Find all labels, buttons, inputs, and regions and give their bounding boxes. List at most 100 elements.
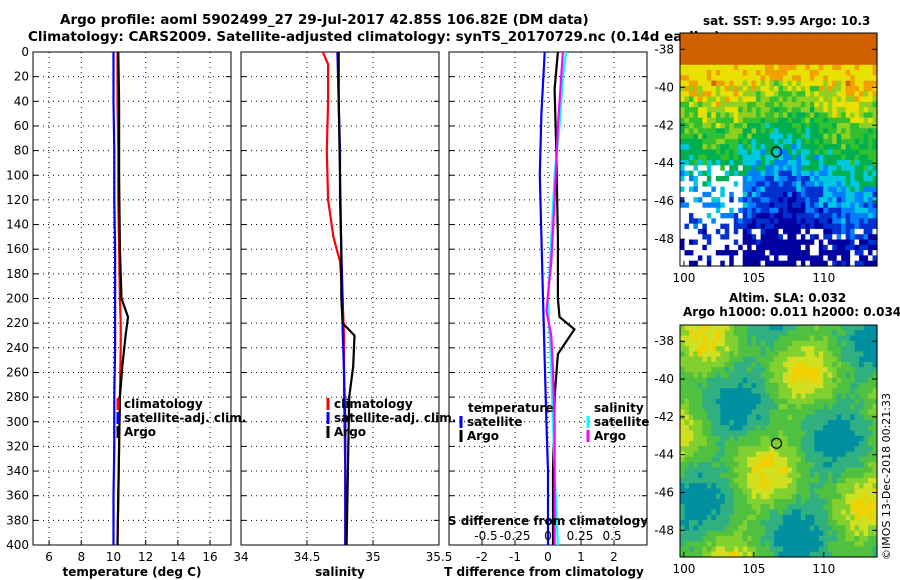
map-cell xyxy=(729,377,735,384)
map-cell xyxy=(751,138,757,145)
map-cell xyxy=(724,75,730,82)
map-cell xyxy=(836,435,842,442)
map-cell xyxy=(693,393,699,400)
map-cell xyxy=(872,409,878,416)
map-cell xyxy=(836,430,842,437)
map-cell xyxy=(756,133,762,140)
map-cell xyxy=(760,441,766,447)
map-cell xyxy=(836,170,842,177)
map-cell xyxy=(809,43,815,50)
map-cell xyxy=(832,128,838,135)
map-cell xyxy=(697,441,703,447)
map-cell xyxy=(832,414,838,421)
map-cell xyxy=(720,70,726,76)
map-cell xyxy=(711,123,717,129)
map-cell xyxy=(872,472,878,479)
map-cell xyxy=(778,430,784,437)
sla-map-title-2: Argo h1000: 0.011 h2000: 0.034 xyxy=(683,305,900,319)
map-cell xyxy=(738,91,744,98)
map-cell xyxy=(715,234,721,241)
map-cell xyxy=(680,325,686,331)
map-cell xyxy=(769,467,775,474)
map-cell xyxy=(738,372,744,379)
map-cell xyxy=(800,367,806,374)
map-cell xyxy=(782,128,789,135)
map-cell xyxy=(818,514,824,521)
map-cell xyxy=(850,330,856,337)
map-cell xyxy=(724,234,730,241)
map-cell xyxy=(809,64,815,71)
lon-tick-label: 110 xyxy=(812,271,835,285)
map-cell xyxy=(850,170,856,177)
map-cell xyxy=(787,377,793,384)
x-tick-label: 10 xyxy=(106,550,121,564)
map-cell xyxy=(782,54,789,61)
map-cell xyxy=(859,250,865,257)
map-cell xyxy=(841,149,847,156)
map-cell xyxy=(841,260,847,267)
map-cell xyxy=(850,477,856,484)
map-cell xyxy=(805,388,811,395)
map-cell xyxy=(715,170,721,177)
map-cell xyxy=(845,330,851,337)
map-cell xyxy=(868,541,874,548)
map-cell xyxy=(845,175,851,182)
map-cell xyxy=(697,38,703,45)
map-cell xyxy=(706,260,712,267)
map-cell xyxy=(756,123,762,129)
x-tick-label: -1 xyxy=(509,550,521,564)
map-cell xyxy=(796,244,802,251)
map-cell xyxy=(684,356,690,363)
map-cell xyxy=(747,96,753,103)
map-cell xyxy=(751,101,757,108)
map-cell xyxy=(747,133,753,140)
map-cell xyxy=(684,330,690,337)
map-cell xyxy=(724,101,730,108)
map-cell xyxy=(832,133,838,140)
map-cell xyxy=(711,223,717,230)
map-cell xyxy=(756,191,762,198)
map-cell xyxy=(809,477,815,484)
map-cell xyxy=(791,133,798,140)
map-cell xyxy=(868,250,874,257)
map-cell xyxy=(765,144,771,151)
map-cell xyxy=(688,535,695,542)
map-cell xyxy=(809,70,815,76)
map-cell xyxy=(702,414,708,421)
map-cell xyxy=(715,456,721,463)
map-cell xyxy=(845,383,851,389)
map-cell xyxy=(863,255,869,262)
map-cell xyxy=(863,530,869,537)
map-cell xyxy=(805,33,811,39)
map-cell xyxy=(738,451,744,458)
map-cell xyxy=(832,154,838,161)
map-cell xyxy=(863,351,869,358)
sst-map-title: sat. SST: 9.95 Argo: 10.3 xyxy=(703,14,871,28)
map-cell xyxy=(751,493,757,500)
map-cell xyxy=(747,107,753,114)
map-cell xyxy=(787,535,793,542)
map-cell xyxy=(724,59,730,66)
map-cell xyxy=(823,255,829,262)
map-cell xyxy=(832,509,838,516)
map-cell xyxy=(688,107,695,114)
map-cell xyxy=(769,451,775,458)
map-cell xyxy=(859,335,865,342)
map-cell xyxy=(868,551,874,558)
map-cell xyxy=(850,372,856,379)
map-cell xyxy=(827,43,833,50)
map-cell xyxy=(760,228,766,235)
map-cell xyxy=(778,101,784,108)
map-cell xyxy=(684,335,690,342)
map-cell xyxy=(832,207,838,214)
map-cell xyxy=(859,409,865,416)
map-cell xyxy=(782,260,789,267)
map-cell xyxy=(684,239,690,246)
map-cell xyxy=(684,488,690,495)
legend-label: Argo xyxy=(594,429,626,443)
map-cell xyxy=(796,383,802,389)
map-cell xyxy=(729,197,735,204)
map-cell xyxy=(841,70,847,76)
map-cell xyxy=(841,181,847,188)
map-cell xyxy=(697,462,703,468)
